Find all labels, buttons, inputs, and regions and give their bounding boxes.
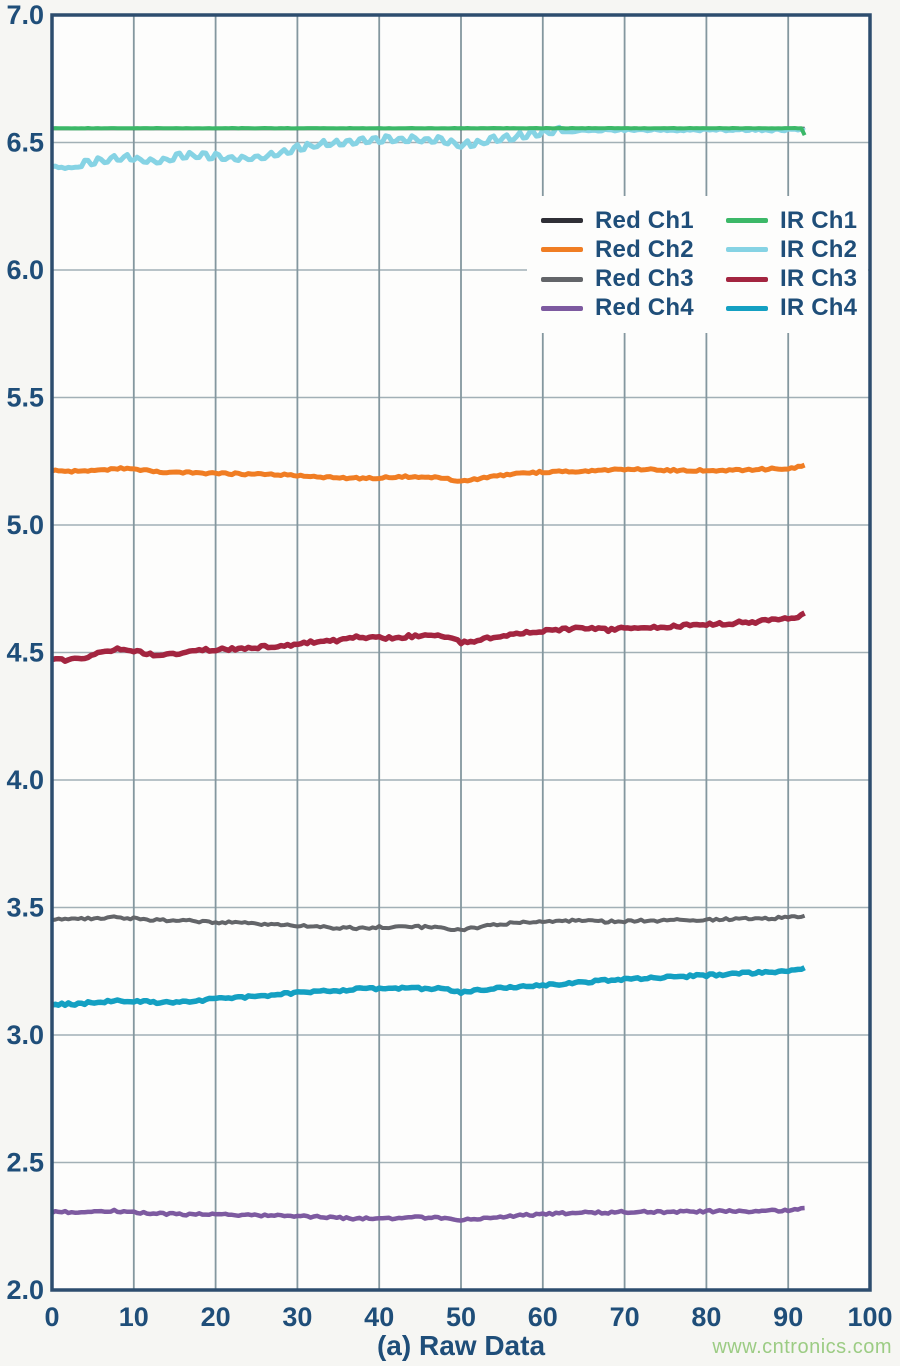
x-tick-label: 40	[364, 1302, 394, 1332]
y-tick-label: 5.0	[6, 510, 44, 540]
plot-frame	[50, 13, 872, 1292]
series-line-ir-ch2	[51, 124, 806, 171]
legend-label: IR Ch4	[780, 294, 858, 322]
series-line-ir-ch1	[51, 126, 807, 137]
y-tick-label: 6.5	[6, 128, 44, 158]
legend-item-red-ch2: Red Ch2	[541, 235, 726, 263]
legend-column-2: IR Ch1 IR Ch2 IR Ch3 IR Ch4	[726, 206, 868, 322]
legend-swatch-icon	[726, 247, 768, 253]
legend-swatch-icon	[726, 305, 768, 311]
series-line-red-ch3	[51, 913, 806, 933]
y-tick-label: 4.5	[6, 638, 44, 668]
legend-label: IR Ch2	[780, 235, 858, 263]
x-tick-label: 10	[119, 1302, 149, 1332]
legend-swatch-icon	[541, 247, 583, 253]
legend-swatch-icon	[541, 305, 583, 311]
legend-swatch-icon	[541, 218, 583, 223]
y-tick-label: 5.5	[6, 383, 44, 413]
series-line-ir-ch4	[51, 965, 806, 1009]
watermark: www.cntronics.com	[712, 1336, 892, 1358]
x-tick-label: 100	[847, 1302, 892, 1332]
y-tick-label: 2.5	[6, 1148, 44, 1178]
legend-swatch-icon	[541, 276, 583, 282]
legend-swatch-icon	[726, 276, 768, 282]
chart-legend: Red Ch1 Red Ch2 Red Ch3 Red Ch4 IR Ch1 IR Ch2…	[527, 196, 868, 333]
series-line-red-ch2	[51, 462, 806, 484]
legend-item-ir-ch2: IR Ch2	[726, 235, 868, 263]
y-tick-label: 7.0	[6, 0, 44, 30]
y-tick-label: 3.0	[6, 1020, 44, 1050]
legend-item-ir-ch3: IR Ch3	[726, 265, 868, 293]
x-tick-label: 0	[44, 1302, 59, 1332]
y-tick-label: 2.0	[6, 1275, 44, 1305]
legend-label: Red Ch3	[595, 265, 694, 293]
y-tick-label: 4.0	[6, 765, 44, 795]
x-tick-label: 20	[201, 1302, 231, 1332]
legend-column-1: Red Ch1 Red Ch2 Red Ch3 Red Ch4	[541, 206, 726, 322]
chart-caption: (a) Raw Data	[376, 1330, 546, 1361]
legend-label: Red Ch1	[595, 206, 694, 234]
y-tick-label: 6.0	[6, 255, 44, 285]
x-tick-label: 50	[446, 1302, 476, 1332]
legend-item-ir-ch4: IR Ch4	[726, 294, 868, 322]
x-tick-label: 80	[691, 1302, 721, 1332]
legend-item-red-ch4: Red Ch4	[541, 294, 726, 322]
x-tick-label: 70	[610, 1302, 640, 1332]
legend-label: IR Ch3	[780, 265, 858, 293]
legend-item-red-ch1: Red Ch1	[541, 206, 726, 234]
legend-label: IR Ch1	[780, 206, 858, 234]
series-line-red-ch4	[51, 1205, 805, 1223]
legend-swatch-icon	[726, 218, 768, 223]
x-tick-label: 90	[773, 1302, 803, 1332]
y-tick-label: 3.5	[6, 893, 44, 923]
legend-item-ir-ch1: IR Ch1	[726, 206, 868, 234]
x-tick-label: 60	[528, 1302, 558, 1332]
legend-item-red-ch3: Red Ch3	[541, 265, 726, 293]
x-tick-label: 30	[282, 1302, 312, 1332]
series-line-ir-ch3	[51, 610, 806, 664]
legend-label: Red Ch2	[595, 235, 694, 263]
legend-label: Red Ch4	[595, 294, 694, 322]
